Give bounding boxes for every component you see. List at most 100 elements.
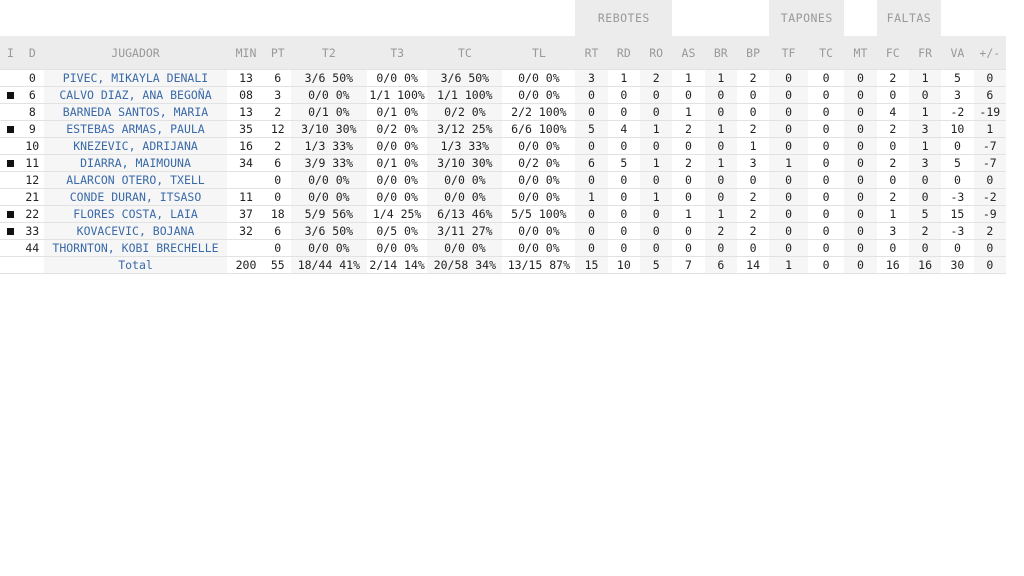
player-row: 21 CONDE DURAN, ITSASO 11 0 0/0 0% 0/0 0% 0/0 …: [0, 188, 1006, 206]
stat-mt: 0: [844, 222, 877, 240]
stat-ro: 0: [639, 205, 673, 223]
stat-br: 0: [704, 103, 737, 121]
player-name-link[interactable]: THORNTON, KOBI BRECHELLE: [43, 239, 228, 257]
stat-min: 35: [227, 120, 265, 138]
stat-pt: 3: [264, 86, 291, 104]
player-name-link[interactable]: KOVACEVIC, BOJANA: [43, 222, 228, 240]
stat-rd: 0: [607, 205, 640, 223]
stat-ro: 0: [639, 137, 673, 155]
col-header-5[interactable]: T2: [290, 36, 367, 70]
player-row: 0 PIVEC, MIKAYLA DENALI 13 6 3/6 50% 0/0 0% 3/…: [0, 69, 1006, 87]
stat-plus-minus: 0: [973, 239, 1006, 257]
player-name-link[interactable]: CALVO DIAZ, ANA BEGOÑA: [43, 86, 228, 104]
player-name-link[interactable]: BARNEDA SANTOS, MARIA: [43, 103, 228, 121]
stat-rt: 0: [575, 222, 608, 240]
col-header-8[interactable]: TL: [502, 36, 576, 70]
stat-tc-block: 0: [807, 171, 845, 189]
column-group-row: REBOTES TAPONES FALTAS: [0, 0, 1006, 36]
stat-br: 1: [704, 154, 737, 172]
col-header-2[interactable]: JUGADOR: [43, 36, 228, 70]
stat-bp: 0: [736, 239, 770, 257]
group-tapones: TAPONES: [769, 0, 845, 36]
player-name-link[interactable]: ESTEBAS ARMAS, PAULA: [43, 120, 228, 138]
total-t2: 18/44 41%: [290, 256, 367, 274]
col-header-3[interactable]: MIN: [227, 36, 265, 70]
stat-pt: 6: [264, 222, 291, 240]
stat-tc: 1/1 100%: [427, 86, 503, 104]
stat-min: [227, 171, 265, 189]
col-header-1[interactable]: D: [20, 36, 44, 70]
total-ro: 5: [639, 256, 673, 274]
player-name-link[interactable]: ALARCON OTERO, TXELL: [43, 171, 228, 189]
stat-as: 1: [672, 103, 705, 121]
stat-pt: 0: [264, 239, 291, 257]
stat-tf: 0: [769, 69, 808, 87]
starter-square-icon: [6, 211, 14, 218]
stat-rd: 0: [607, 103, 640, 121]
col-header-18[interactable]: FC: [876, 36, 909, 70]
player-name-link[interactable]: PIVEC, MIKAYLA DENALI: [43, 69, 228, 87]
col-header-15[interactable]: TF: [769, 36, 808, 70]
stat-bp: 0: [736, 86, 770, 104]
col-header-0[interactable]: I: [0, 36, 21, 70]
stat-min: 08: [227, 86, 265, 104]
col-header-4[interactable]: PT: [264, 36, 291, 70]
total-t3: 2/14 14%: [366, 256, 428, 274]
col-header-20[interactable]: VA: [941, 36, 974, 70]
stat-min: 32: [227, 222, 265, 240]
stat-tc-block: 0: [807, 222, 845, 240]
col-header-19[interactable]: FR: [908, 36, 942, 70]
stat-plus-minus: 2: [973, 222, 1006, 240]
col-header-13[interactable]: BR: [704, 36, 737, 70]
stat-br: 0: [704, 188, 737, 206]
stat-va: 3: [941, 86, 974, 104]
col-header-12[interactable]: AS: [672, 36, 705, 70]
stat-mt: 0: [844, 171, 877, 189]
stat-va: 0: [941, 137, 974, 155]
stat-as: 2: [672, 120, 705, 138]
stat-mt: 0: [844, 205, 877, 223]
player-name-link[interactable]: CONDE DURAN, ITSASO: [43, 188, 228, 206]
player-name-link[interactable]: DIARRA, MAIMOUNA: [43, 154, 228, 172]
stat-tf: 0: [769, 171, 808, 189]
stat-rt: 0: [575, 137, 608, 155]
col-header-21[interactable]: +/-: [973, 36, 1006, 70]
stat-tc: 1/3 33%: [427, 137, 503, 155]
stat-bp: 3: [736, 154, 770, 172]
column-header-row: I D JUGADOR MIN PT T2 T3 TC TL RT RD RO AS BR BP TF TC MT…: [0, 36, 1006, 70]
stat-min: 16: [227, 137, 265, 155]
stat-tc: 3/6 50%: [427, 69, 503, 87]
stat-mt: 0: [844, 86, 877, 104]
col-header-11[interactable]: RO: [639, 36, 673, 70]
stat-rt: 0: [575, 103, 608, 121]
stat-ro: 0: [639, 222, 673, 240]
stat-ro: 0: [639, 86, 673, 104]
col-header-14[interactable]: BP: [736, 36, 770, 70]
stat-bp: 2: [736, 69, 770, 87]
starter-marker: [0, 205, 21, 223]
total-fc: 16: [876, 256, 909, 274]
stat-tf: 0: [769, 137, 808, 155]
stat-t2: 3/6 50%: [290, 222, 367, 240]
total-va: 30: [941, 256, 974, 274]
col-header-17[interactable]: MT: [844, 36, 877, 70]
stat-rt: 5: [575, 120, 608, 138]
stat-tc: 6/13 46%: [427, 205, 503, 223]
player-name-link[interactable]: FLORES COSTA, LAIA: [43, 205, 228, 223]
stat-t3: 0/5 0%: [366, 222, 428, 240]
col-header-10[interactable]: RD: [607, 36, 640, 70]
player-name-link[interactable]: KNEZEVIC, ADRIJANA: [43, 137, 228, 155]
starter-marker: [0, 171, 21, 189]
stat-ro: 2: [639, 69, 673, 87]
col-header-9[interactable]: RT: [575, 36, 608, 70]
col-header-16[interactable]: TC: [807, 36, 845, 70]
stat-tl: 6/6 100%: [502, 120, 576, 138]
stat-t2: 0/0 0%: [290, 171, 367, 189]
col-header-6[interactable]: T3: [366, 36, 428, 70]
total-tl: 13/15 87%: [502, 256, 576, 274]
player-row: 33 KOVACEVIC, BOJANA 32 6 3/6 50% 0/5 0% 3/11 …: [0, 222, 1006, 240]
stat-fr: 0: [908, 86, 942, 104]
stat-fc: 2: [876, 154, 909, 172]
player-row: 9 ESTEBAS ARMAS, PAULA 35 12 3/10 30% 0/2 0% 3…: [0, 120, 1006, 138]
col-header-7[interactable]: TC: [427, 36, 503, 70]
